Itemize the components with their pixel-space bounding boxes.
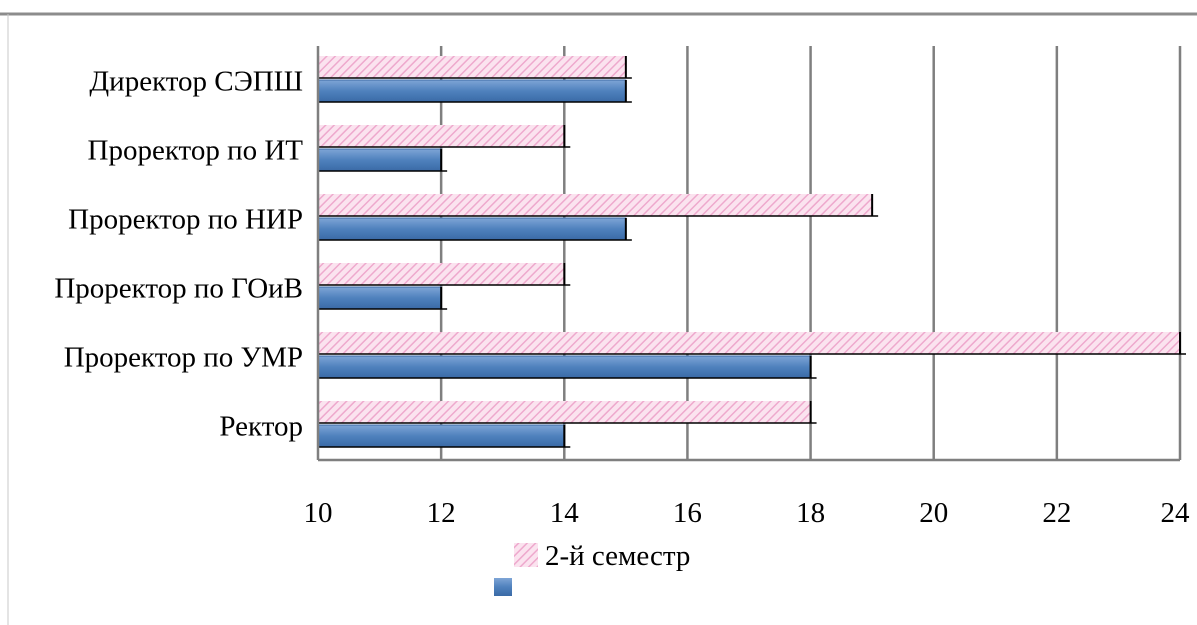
- bar-series-2: [317, 355, 812, 379]
- x-tick-label: 22: [1042, 497, 1071, 529]
- category-label: Проректор по УМР: [64, 342, 303, 374]
- bar-2-semester: [318, 263, 565, 285]
- x-tick-label: 10: [304, 497, 333, 529]
- legend-swatch-series-2: [494, 578, 512, 596]
- legend-label: 2-й семестр: [545, 540, 690, 572]
- grid-lines: [439, 46, 1182, 460]
- x-tick-labels: 10 12 14 16 18 20 22 24: [304, 497, 1191, 529]
- bar-2-semester: [318, 194, 873, 216]
- legend-swatch-2-semester: [514, 543, 538, 567]
- chart-frame-border: [0, 12, 1197, 625]
- legend: 2-й семестр: [494, 540, 690, 596]
- category-label: Ректор: [219, 411, 303, 443]
- x-tick-label: 18: [796, 497, 825, 529]
- bar-2-semester: [318, 401, 811, 423]
- x-tick-label: 24: [1161, 497, 1191, 529]
- x-tick-label: 14: [550, 497, 580, 529]
- category-label: Проректор по ГОиВ: [54, 273, 303, 305]
- category-label: Директор СЭПШ: [89, 66, 303, 98]
- bar-2-semester: [318, 56, 626, 78]
- bar-series-2: [317, 217, 627, 241]
- category-label: Проректор по НИР: [68, 204, 303, 236]
- axes: [316, 46, 1180, 462]
- bar-series-2: [317, 286, 442, 310]
- x-tick-label: 16: [673, 497, 702, 529]
- bars: [317, 56, 1186, 448]
- bar-series-2: [317, 424, 565, 448]
- x-tick-label: 20: [919, 497, 948, 529]
- x-tick-label: 12: [427, 497, 456, 529]
- bar-2-semester: [318, 332, 1180, 354]
- bar-2-semester: [318, 125, 565, 147]
- category-labels: Ректор Проректор по УМР Проректор по ГОиВ П…: [54, 66, 303, 443]
- category-label: Проректор по ИТ: [88, 135, 304, 167]
- bar-series-2: [317, 148, 442, 172]
- bar-series-2: [317, 79, 627, 103]
